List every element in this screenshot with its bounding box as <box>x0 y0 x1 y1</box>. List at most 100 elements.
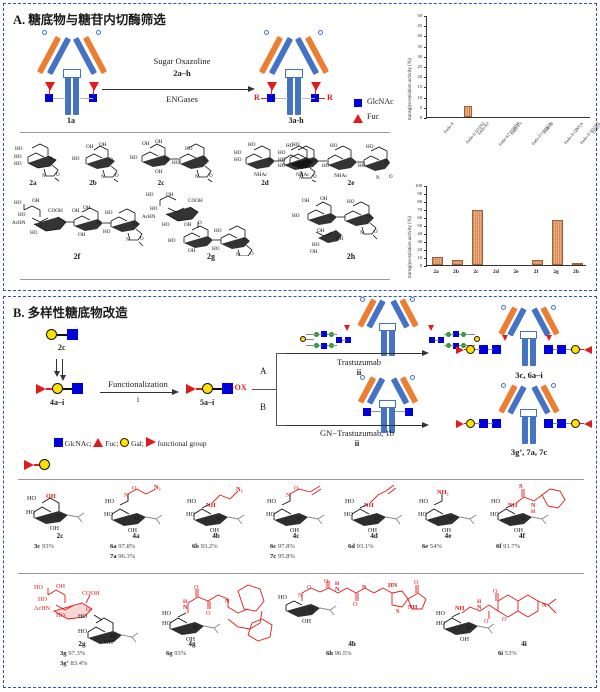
y-tick-label: 45 <box>417 23 422 29</box>
svg-text:HO: HO <box>214 228 222 234</box>
y-tick-label: 50 <box>417 13 422 18</box>
substrate-label-1a: 1a <box>67 116 75 125</box>
compound-label-2h: 2h <box>346 252 356 261</box>
svg-text:HO: HO <box>185 146 193 152</box>
compound-id-4c: 4c <box>292 532 300 540</box>
svg-text:OH: OH <box>142 141 150 147</box>
branch-a-label: A <box>260 366 267 376</box>
functionalization-sub: i <box>136 395 140 404</box>
compound-id-4a: 4a <box>132 532 140 540</box>
svg-text:HO: HO <box>347 199 355 205</box>
svg-text:HO: HO <box>162 222 170 228</box>
svg-text:OH: OH <box>32 198 40 204</box>
fuc-glyph <box>45 82 55 91</box>
svg-text:N: N <box>126 238 130 243</box>
svg-text:OH: OH <box>442 527 451 533</box>
svg-text:HO: HO <box>168 238 176 244</box>
y-tick-label: 10 <box>417 94 422 100</box>
yield-6d: 6d 93.1% <box>348 543 374 550</box>
svg-text:HO: HO <box>105 210 113 216</box>
y-tick <box>424 234 427 235</box>
route-a-arrow-head <box>422 350 429 356</box>
svg-text:O: O <box>375 515 380 522</box>
fuc-glyph <box>311 82 321 91</box>
svg-text:HO: HO <box>234 157 242 163</box>
svg-text:O: O <box>297 515 302 522</box>
svg-text:O: O <box>484 618 489 625</box>
svg-text:N: N <box>542 602 547 609</box>
r-group-right: R <box>327 93 333 102</box>
svg-text:OH: OH <box>302 198 310 204</box>
y-tick <box>424 46 427 48</box>
svg-text:HO: HO <box>146 192 154 198</box>
svg-text:HO: HO <box>278 150 286 156</box>
svg-text:HO: HO <box>345 498 354 505</box>
glcnac-glyph <box>311 94 319 102</box>
svg-text:HO: HO <box>330 143 338 149</box>
structure-4i: HO HO NH N H O O O N O OH <box>436 579 588 643</box>
structure-2f: N O HO OH HO AcHN HO COOH OH OH O OH HO … <box>12 192 154 252</box>
x-category-label: 2g <box>553 269 559 275</box>
legend-gal-icon <box>120 438 130 447</box>
chart2-plot-area: 0 10 20 30 40 50 60 70 80 90 100 <box>415 183 586 268</box>
svg-text:O: O <box>521 515 526 522</box>
antibody-product-3c6ai <box>490 305 568 367</box>
y-tick-label: 30 <box>417 239 422 244</box>
svg-text:HO: HO <box>419 498 428 505</box>
reagent-top-id: 2a–h <box>173 68 191 78</box>
svg-text:HO: HO <box>358 163 366 169</box>
functionalization-arrow <box>100 392 174 393</box>
chart-enzyme-screening: transglycosylation activity (%) 0 5 10 15 20… <box>400 12 600 172</box>
compound-id-4g: 4g <box>188 640 196 648</box>
route-b-reagent: GN−Trastuzumab, 1b <box>320 428 394 438</box>
x-category-label: Endo-D <box>541 121 555 135</box>
y-tick <box>424 194 427 195</box>
legend-fg-label: functional group <box>157 439 207 448</box>
bar-2g <box>551 220 563 265</box>
svg-text:O: O <box>206 610 211 617</box>
legend-fuc-icon <box>353 114 363 123</box>
structure-2b: N O OH OH HO O <box>72 138 134 182</box>
x-category-label: Endo-F3 <box>509 121 523 136</box>
structure-4g: HO HO N H O O N O OH <box>162 579 288 645</box>
svg-text:OH: OH <box>86 144 94 150</box>
route-a-sub: ii <box>356 368 362 377</box>
y-tick <box>424 97 427 99</box>
svg-text:O: O <box>374 230 378 235</box>
legend-glcnac-label: GlcNAc; <box>64 439 92 448</box>
y-tick-label: 15 <box>417 84 422 90</box>
x-category-label: 2h <box>573 269 579 275</box>
svg-text:O: O <box>312 158 316 164</box>
svg-text:NH₂: NH₂ <box>437 489 449 496</box>
svg-text:OH: OH <box>50 525 59 531</box>
y-tick-label: 70 <box>417 207 422 212</box>
r-group-left: R <box>254 93 260 102</box>
svg-text:HO: HO <box>186 511 195 518</box>
svg-text:H: H <box>335 581 340 587</box>
functional-group-glyph <box>36 384 46 394</box>
svg-text:HO: HO <box>436 610 445 617</box>
svg-text:O: O <box>140 237 144 242</box>
svg-text:O: O <box>209 174 213 179</box>
x-category-label: 2f <box>533 269 539 275</box>
svg-text:OH: OH <box>460 636 469 643</box>
functional-group-glyph <box>24 460 34 470</box>
y-tick <box>424 16 427 17</box>
yield-3g: 3g 97.3% <box>60 650 86 657</box>
reaction-arrow-head <box>248 86 255 92</box>
yield-3g-prime: 3g’ 83.4% <box>60 660 88 667</box>
y-tick-label: 60 <box>417 215 422 220</box>
compound-id-4b: 4b <box>212 532 220 540</box>
svg-text:HO: HO <box>14 154 22 160</box>
svg-text:O: O <box>203 157 207 163</box>
y-tick-label: 0 <box>419 263 422 268</box>
svg-text:O: O <box>135 515 140 522</box>
svg-text:O: O <box>330 215 334 221</box>
y-tick-label: 40 <box>417 33 422 39</box>
svg-text:N: N <box>362 584 367 591</box>
divider-scheme <box>20 132 390 133</box>
svg-text:O: O <box>268 158 272 164</box>
svg-text:OH: OH <box>514 527 523 533</box>
structure-4f: HO HO NH S N H O OH <box>490 479 594 533</box>
svg-text:HO: HO <box>150 206 158 212</box>
